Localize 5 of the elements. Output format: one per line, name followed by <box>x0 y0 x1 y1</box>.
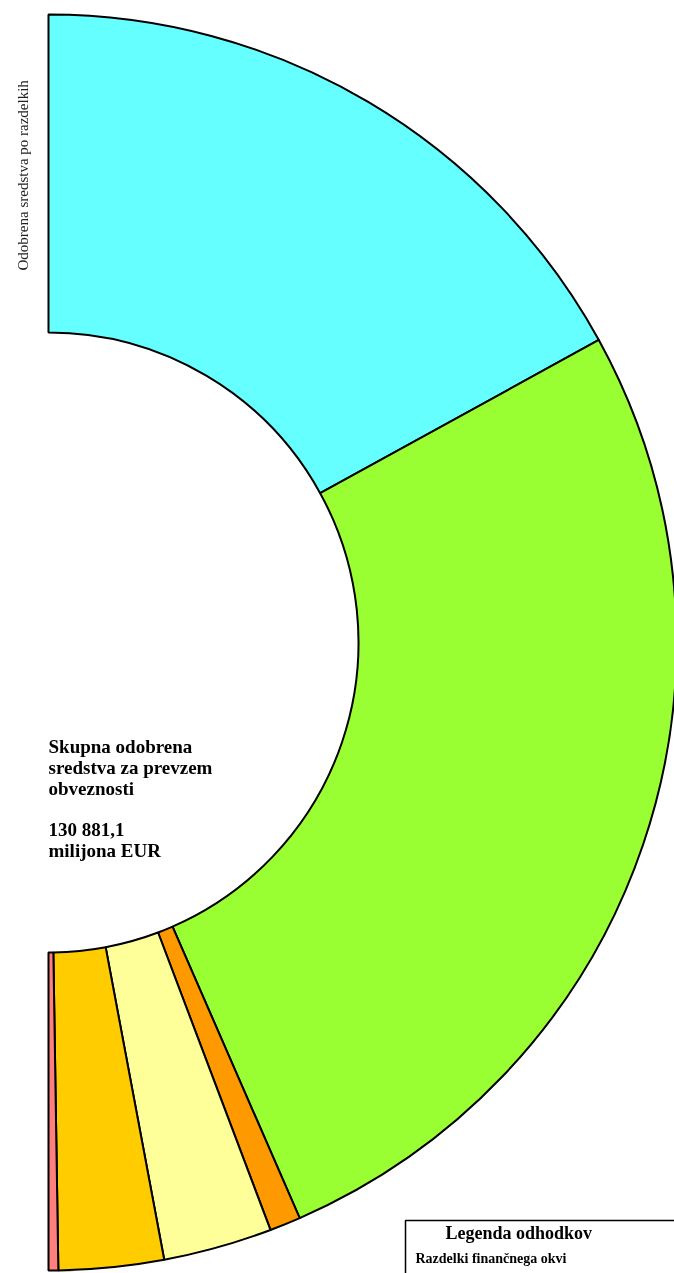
text: 130 881,1 milijona EUR <box>48 818 162 861</box>
legend-title: Legenda odhodkov <box>445 1222 593 1243</box>
text: Skupna odobrena sredstva za prevzem obveznosti <box>48 735 213 799</box>
text: Odobrena sredstva po razdelkih <box>14 79 31 271</box>
text: Razdelki finančnega okvi <box>415 1251 567 1266</box>
